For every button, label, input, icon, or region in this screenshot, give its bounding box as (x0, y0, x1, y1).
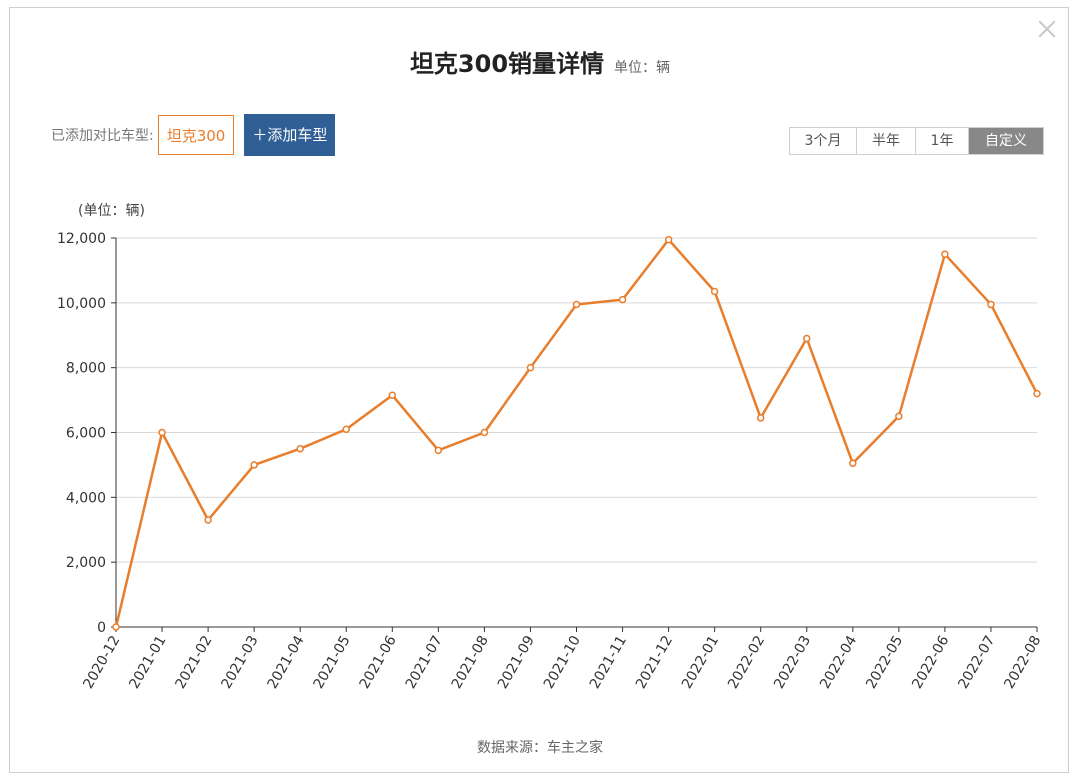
y-tick-label: 0 (97, 620, 106, 636)
grid-lines (116, 237, 1037, 563)
data-source: 数据来源：车主之家 (477, 740, 603, 756)
x-tick-label: 2022-01 (679, 633, 722, 692)
data-point[interactable] (388, 391, 397, 399)
x-tick-label: 2021-06 (357, 633, 400, 692)
x-tick-label: 2021-11 (587, 633, 630, 692)
tab-custom[interactable]: 自定义 (969, 128, 1043, 154)
x-tick-label: 2022-07 (955, 633, 998, 692)
model-chip-tank300[interactable]: 坦克300 (157, 115, 235, 155)
x-tick-label: 2021-07 (403, 633, 446, 692)
y-tick-label: 12,000 (57, 231, 106, 247)
data-point[interactable] (756, 414, 765, 422)
data-point[interactable] (296, 444, 304, 453)
range-tabs: 3个月 半年 1年 自定义 (789, 127, 1044, 155)
title-row: 坦克300销量详情 单位：辆 (0, 44, 1080, 79)
series-layer (112, 235, 1041, 631)
data-point[interactable] (158, 428, 166, 437)
compare-row: 已添加对比车型: 坦克300 ＋添加车型 (51, 114, 336, 156)
compare-label: 已添加对比车型: (51, 128, 154, 144)
data-point[interactable] (987, 300, 995, 309)
x-tick-label: 2022-05 (863, 633, 906, 692)
add-model-button[interactable]: ＋添加车型 (244, 114, 336, 156)
data-point[interactable] (112, 623, 120, 631)
y-tick-labels: 0 2,000 4,000 6,000 8,000 10,000 12,000 (57, 231, 106, 636)
x-tick-label: 2021-03 (219, 633, 262, 692)
data-point[interactable] (526, 363, 535, 372)
tab-3-months[interactable]: 3个月 (790, 128, 857, 154)
data-point[interactable] (803, 334, 811, 343)
y-tick-label: 2,000 (66, 555, 106, 571)
data-point[interactable] (204, 516, 212, 524)
x-tick-label: 2020-12 (80, 633, 123, 692)
y-tick-label: 10,000 (57, 296, 106, 312)
series-line (114, 238, 1039, 628)
data-point[interactable] (710, 287, 719, 296)
y-axis-unit: (单位：辆) (78, 203, 145, 219)
data-point[interactable] (250, 461, 258, 469)
data-point[interactable] (572, 300, 581, 309)
data-point[interactable] (849, 459, 857, 468)
x-tick-label: 2022-04 (817, 633, 860, 692)
axes (111, 237, 1038, 632)
data-point[interactable] (941, 250, 949, 258)
x-tick-label: 2022-03 (771, 633, 814, 692)
y-tick-label: 6,000 (66, 426, 106, 442)
x-tick-label: 2021-08 (449, 633, 492, 692)
x-tick-labels: 2020-12 2021-01 2021-02 2021-03 2021-04 2021-… (80, 633, 1044, 692)
data-point[interactable] (895, 412, 903, 421)
x-tick-label: 2022-02 (725, 633, 768, 692)
x-tick-label: 2021-10 (541, 633, 584, 692)
data-point[interactable] (342, 425, 350, 434)
x-tick-label: 2022-06 (909, 633, 952, 692)
data-point[interactable] (618, 295, 627, 304)
data-point[interactable] (480, 428, 489, 437)
tab-1-year[interactable]: 1年 (916, 128, 969, 154)
page-title: 坦克300销量详情 (409, 50, 605, 78)
x-tick-label: 2021-02 (172, 633, 215, 692)
y-tick-label: 8,000 (66, 361, 106, 377)
x-tick-label: 2021-09 (495, 633, 538, 692)
tab-half-year[interactable]: 半年 (857, 128, 916, 154)
data-point[interactable] (664, 235, 673, 244)
unit-label: 单位：辆 (614, 60, 671, 76)
data-point[interactable] (434, 446, 443, 455)
x-tick-label: 2022-08 (1001, 633, 1044, 692)
data-point[interactable] (1033, 389, 1041, 398)
x-tick-label: 2021-01 (126, 633, 169, 692)
x-tick-label: 2021-05 (311, 633, 354, 692)
x-tick-label: 2021-12 (633, 633, 676, 692)
y-tick-label: 4,000 (66, 490, 106, 506)
x-tick-label: 2021-04 (265, 633, 308, 692)
